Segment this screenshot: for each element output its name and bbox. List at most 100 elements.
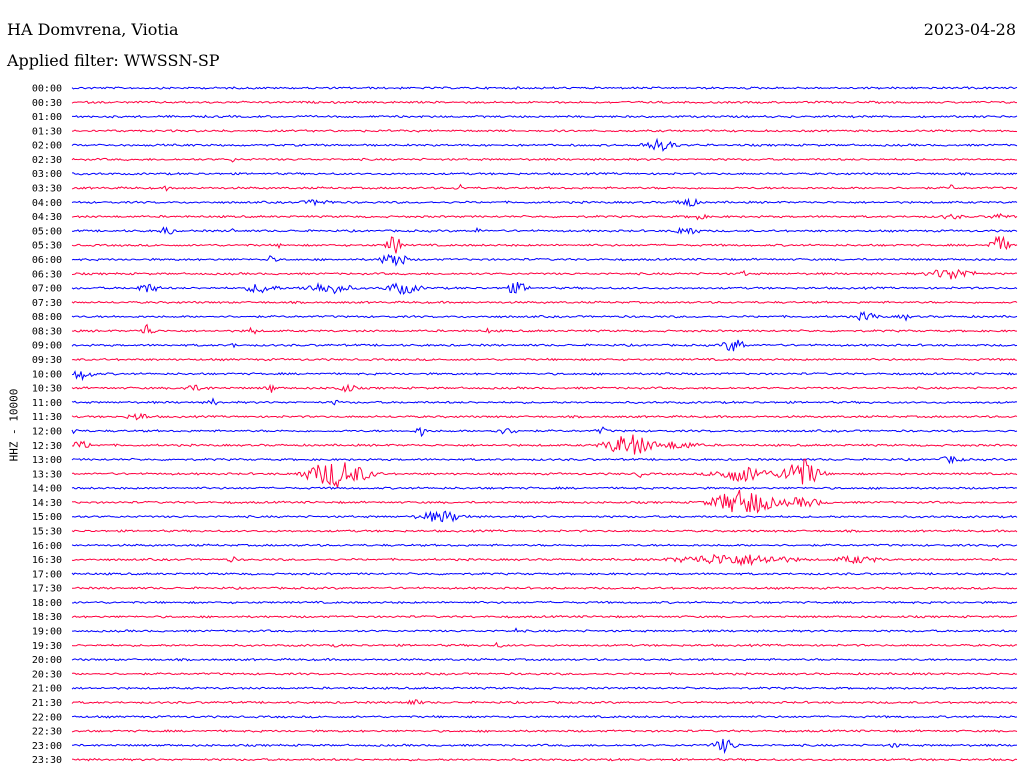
- trace-line: [71, 529, 1018, 533]
- time-tick-label: 12:30: [32, 441, 62, 452]
- time-tick-label: 21:00: [32, 684, 62, 695]
- time-tick-label: 06:00: [32, 255, 62, 266]
- trace-line: [71, 310, 1018, 322]
- time-tick-label: 09:30: [32, 355, 62, 366]
- trace-line: [71, 114, 1018, 119]
- trace-line: [71, 757, 1018, 762]
- trace-line: [71, 157, 1018, 163]
- time-tick-label: 18:00: [32, 598, 62, 609]
- trace-line: [71, 686, 1018, 690]
- trace-line: [71, 715, 1018, 719]
- trace-line: [71, 137, 1018, 152]
- trace-line: [71, 641, 1018, 648]
- time-tick-label: 14:00: [32, 484, 62, 495]
- time-tick-label: 03:00: [32, 169, 62, 180]
- trace-line: [71, 300, 1018, 305]
- trace-line: [71, 235, 1018, 254]
- time-tick-label: 02:00: [32, 141, 62, 152]
- trace-line: [71, 671, 1018, 676]
- trace-line: [72, 738, 1018, 755]
- time-tick-label: 00:30: [32, 98, 62, 109]
- time-tick-label: 17:30: [32, 584, 62, 595]
- time-tick-label: 11:00: [32, 398, 62, 409]
- trace-line: [71, 253, 1018, 267]
- time-tick-label: 08:30: [32, 326, 62, 337]
- trace-line: [71, 86, 1018, 90]
- time-tick-label: 09:00: [32, 341, 62, 352]
- time-tick-label: 04:30: [32, 212, 62, 223]
- time-tick-label: 21:30: [32, 698, 62, 709]
- trace-line: [72, 171, 1018, 176]
- time-tick-label: 12:00: [32, 426, 62, 437]
- trace-line: [71, 323, 1018, 335]
- time-tick-label: 15:00: [32, 512, 62, 523]
- time-tick-label: 19:30: [32, 641, 62, 652]
- trace-line: [71, 268, 1018, 280]
- trace-line: [71, 489, 1018, 514]
- time-tick-label: 03:30: [32, 184, 62, 195]
- time-tick-label: 23:30: [32, 755, 62, 766]
- trace-line: [71, 458, 1018, 488]
- trace-line: [71, 100, 1018, 105]
- trace-line: [71, 455, 1018, 465]
- trace-line: [71, 434, 1018, 455]
- time-tick-label: 19:00: [32, 627, 62, 638]
- trace-line: [71, 614, 1018, 619]
- time-tick-label: 11:30: [32, 412, 62, 423]
- time-tick-label: 20:00: [32, 655, 62, 666]
- trace-line: [71, 370, 1018, 382]
- time-tick-label: 02:30: [32, 155, 62, 166]
- trace-line: [71, 226, 1018, 235]
- time-tick-label: 16:30: [32, 555, 62, 566]
- date-label: 2023-04-28: [923, 20, 1016, 39]
- time-tick-label: 10:00: [32, 369, 62, 380]
- trace-line: [71, 600, 1018, 605]
- time-tick-label: 14:30: [32, 498, 62, 509]
- time-tick-label: 20:30: [32, 669, 62, 680]
- time-tick-label: 22:00: [32, 712, 62, 723]
- time-tick-label: 07:00: [32, 284, 62, 295]
- time-tick-label: 16:00: [32, 541, 62, 552]
- time-tick-label: 01:00: [32, 112, 62, 123]
- time-tick-label: 15:30: [32, 526, 62, 537]
- filter-label: Applied filter: WWSSN-SP: [7, 51, 220, 70]
- trace-line: [71, 510, 1018, 523]
- time-tick-label: 04:00: [32, 198, 62, 209]
- time-tick-label: 17:00: [32, 569, 62, 580]
- time-tick-label: 10:30: [32, 384, 62, 395]
- trace-line: [71, 699, 1018, 706]
- trace-line: [71, 543, 1018, 548]
- time-tick-label: 13:00: [32, 455, 62, 466]
- time-tick-label: 18:30: [32, 612, 62, 623]
- trace-line: [71, 357, 1018, 362]
- trace-line: [71, 627, 1018, 633]
- trace-line: [71, 197, 1018, 207]
- station-title: HA Domvrena, Viotia: [7, 20, 179, 39]
- trace-line: [71, 183, 1018, 192]
- trace-line: [71, 397, 1018, 406]
- trace-line: [71, 281, 1018, 295]
- trace-line: [71, 213, 1018, 221]
- time-tick-label: 07:30: [32, 298, 62, 309]
- trace-line: [71, 129, 1018, 133]
- time-tick-label: 05:00: [32, 226, 62, 237]
- time-tick-label: 06:30: [32, 269, 62, 280]
- trace-line: [71, 553, 1018, 567]
- trace-line: [71, 339, 1018, 352]
- time-tick-label: 22:30: [32, 727, 62, 738]
- trace-line: [71, 657, 1018, 662]
- time-tick-label: 01:30: [32, 126, 62, 137]
- trace-line: [71, 486, 1018, 490]
- time-tick-label: 13:30: [32, 469, 62, 480]
- trace-line: [71, 426, 1018, 438]
- time-tick-label: 00:00: [32, 84, 62, 95]
- trace-line: [71, 412, 1018, 421]
- trace-line: [71, 729, 1018, 733]
- trace-line: [71, 586, 1018, 590]
- trace-line: [71, 383, 1018, 393]
- trace-line: [71, 572, 1018, 576]
- time-tick-label: 08:00: [32, 312, 62, 323]
- time-tick-label: 05:30: [32, 241, 62, 252]
- time-tick-label: 23:00: [32, 741, 62, 752]
